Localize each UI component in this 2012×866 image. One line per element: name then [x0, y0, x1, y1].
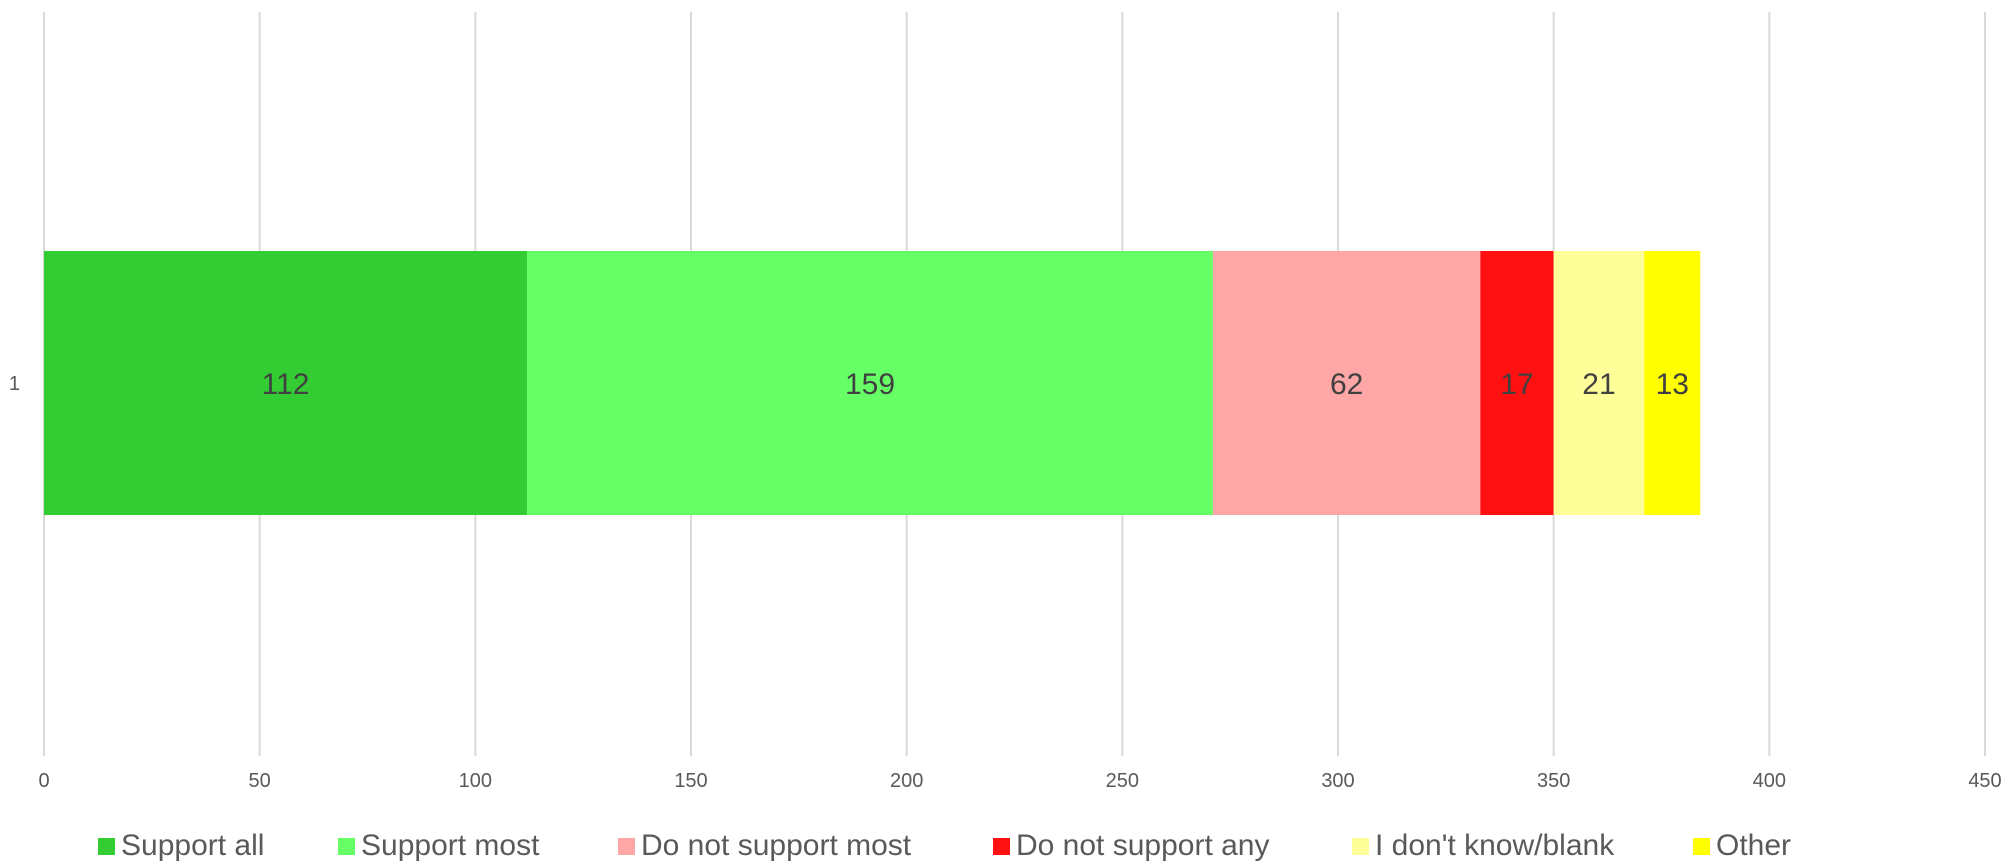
legend: Support all Support most Do not support mo…: [0, 826, 2012, 866]
data-label-4: 21: [1582, 368, 1615, 401]
x-tick-label-100: 100: [459, 770, 492, 792]
bar-segment-0: [44, 251, 528, 515]
x-tick-label-400: 400: [1753, 770, 1786, 792]
x-tick-label-450: 450: [1968, 770, 2001, 792]
bar-segments: [44, 251, 1701, 515]
y-axis-category-labels: 1: [9, 373, 20, 395]
x-tick-label-250: 250: [1106, 770, 1139, 792]
data-labels: 112 159 62 17 21 13: [262, 368, 1689, 401]
bar-segment-1: [527, 251, 1213, 515]
legend-swatch: [98, 837, 115, 855]
x-axis-tick-labels: 0 50 100 150 200 250 300 350 400 450: [38, 770, 2001, 792]
x-tick-label-300: 300: [1321, 770, 1354, 792]
legend-swatch: [1693, 837, 1710, 855]
x-tick-label-350: 350: [1537, 770, 1570, 792]
legend-item-2: Do not support most: [618, 826, 911, 866]
stacked-bar-chart: 112 159 62 17 21 13 0 50 100 150 200 250 300 350 400 4…: [9, 12, 2002, 792]
data-label-5: 13: [1656, 368, 1689, 401]
x-tick-label-50: 50: [249, 770, 271, 792]
bar-segment-5: [1644, 251, 1701, 515]
legend-label: Support most: [361, 829, 540, 862]
data-label-3: 17: [1500, 368, 1533, 401]
bar-segment-2: [1212, 251, 1481, 515]
legend-item-1: Support most: [338, 826, 539, 866]
legend-label: Do not support any: [1016, 829, 1270, 862]
x-tick-label-200: 200: [890, 770, 923, 792]
legend-swatch: [618, 837, 635, 855]
legend-item-4: I don't know/blank: [1352, 826, 1614, 866]
legend-label: Do not support most: [641, 829, 912, 862]
legend-item-0: Support all: [98, 826, 264, 866]
legend-label: I don't know/blank: [1375, 829, 1615, 862]
legend-swatch: [993, 837, 1010, 855]
x-tick-label-150: 150: [674, 770, 707, 792]
y-category-label-1: 1: [9, 373, 20, 395]
legend-label: Other: [1716, 829, 1792, 862]
legend-swatch: [338, 837, 355, 855]
x-tick-label-0: 0: [38, 770, 49, 792]
legend-label: Support all: [121, 829, 265, 862]
legend-item-5: Other: [1693, 826, 1791, 866]
data-label-1: 159: [845, 368, 895, 401]
data-label-0: 112: [262, 368, 310, 401]
data-label-2: 62: [1330, 368, 1363, 401]
bar-segment-4: [1553, 251, 1645, 515]
legend-swatch: [1352, 837, 1369, 855]
bar-segment-3: [1480, 251, 1554, 515]
legend-item-3: Do not support any: [993, 826, 1270, 866]
